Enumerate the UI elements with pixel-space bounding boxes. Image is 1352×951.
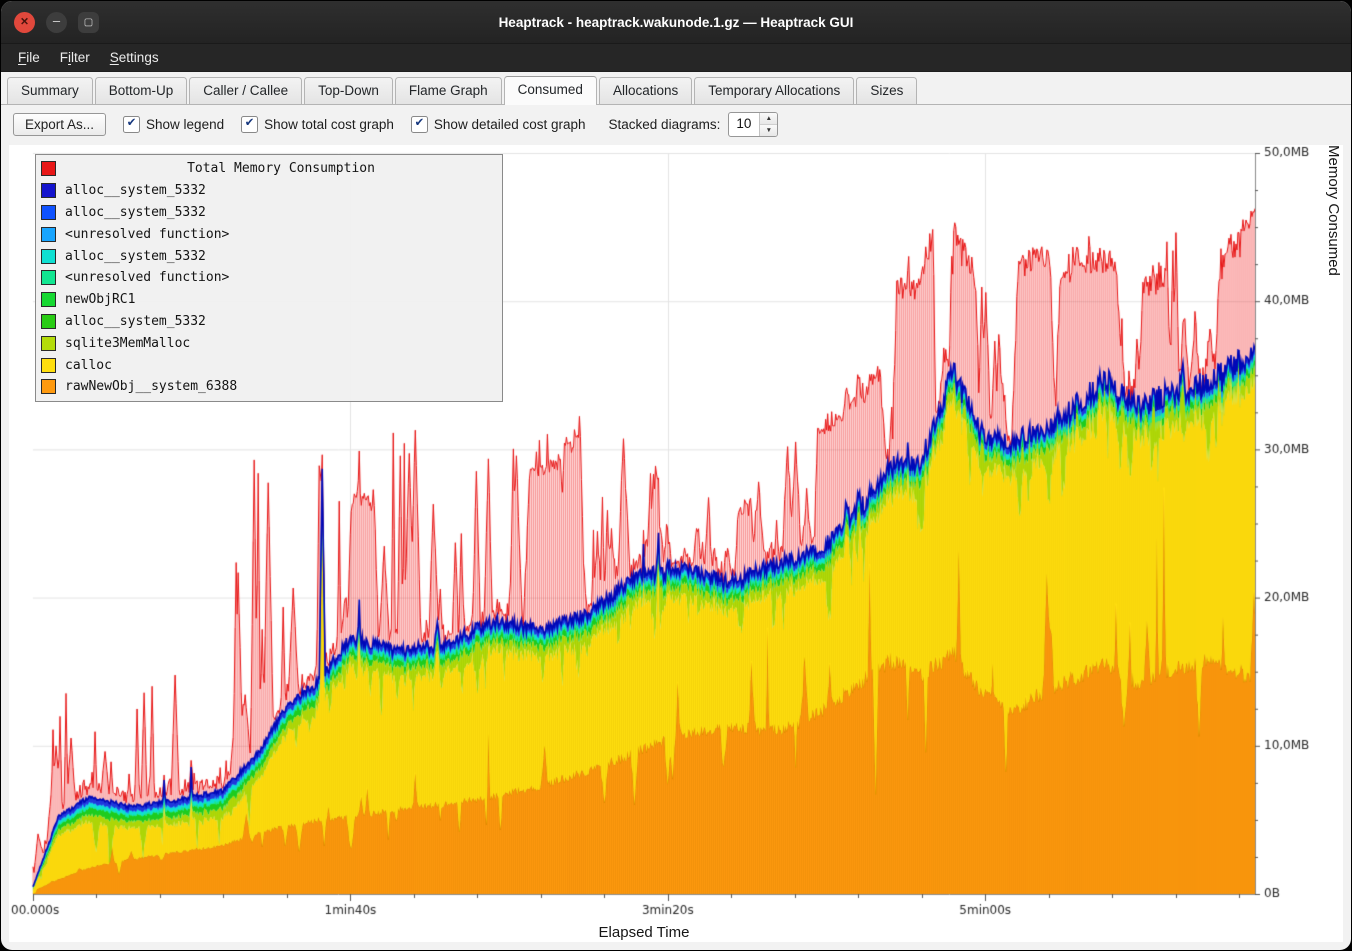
export-as-button[interactable]: Export As... [13,112,107,136]
stacked-diagrams-spinbox[interactable]: 10 ▲ ▼ [728,111,779,137]
minimize-icon[interactable] [46,11,67,33]
tab-bar: Summary Bottom-Up Caller / Callee Top-Down F… [1,72,1351,105]
legend-swatch [41,204,56,220]
checkbox-show-legend[interactable]: ✔ Show legend [123,115,225,133]
memory-consumption-chart: Total Memory Consumption alloc__system_5… [9,145,1343,942]
window-controls [1,11,99,33]
x-axis-label: Elapsed Time [598,924,690,941]
legend-swatch [41,379,56,395]
close-icon[interactable] [14,11,35,33]
menubar: File Filter Settings [1,44,1351,72]
spin-down-icon[interactable]: ▼ [760,123,778,136]
checkbox-label: Show detailed cost graph [433,116,586,132]
checkbox-label: Show legend [146,116,225,132]
legend-item: alloc__system_5332 [41,202,497,224]
legend-swatch [41,335,56,351]
legend-title: Total Memory Consumption [187,161,375,177]
tab-consumed[interactable]: Consumed [503,76,597,105]
legend-label: sqlite3MemMalloc [65,335,191,351]
checkbox-show-total-cost-graph[interactable]: ✔ Show total cost graph [241,115,394,133]
checkbox-icon[interactable]: ✔ [241,115,259,133]
y-axis-label: Memory Consumed [1325,145,1342,276]
checkbox-icon[interactable]: ✔ [410,115,428,133]
legend-swatch [41,292,56,308]
chart-legend: Total Memory Consumption alloc__system_5… [35,154,503,402]
legend-swatch [41,313,56,329]
legend-swatch [41,248,56,264]
titlebar[interactable]: Heaptrack - heaptrack.wakunode.1.gz — He… [1,1,1351,44]
stacked-diagrams-label: Stacked diagrams: [608,116,721,132]
checkbox-icon[interactable]: ✔ [123,115,141,133]
legend-swatch [41,183,56,199]
menu-filter[interactable]: Filter [59,50,90,65]
legend-swatch [41,270,56,286]
legend-label: newObjRC1 [65,292,136,308]
legend-label: calloc [65,357,112,373]
toolbar: Export As... ✔ Show legend ✔ Show total cos… [1,105,1351,143]
legend-label: alloc__system_5332 [65,313,206,329]
legend-label: <unresolved function> [65,270,230,286]
legend-label: alloc__system_5332 [65,183,206,199]
legend-item: alloc__system_5332 [41,245,497,267]
legend-entries: alloc__system_5332 alloc__system_5332 <unr… [41,180,497,398]
legend-item: calloc [41,354,497,376]
legend-swatch [41,357,56,373]
legend-swatch [41,226,56,242]
tab-temporary-allocations[interactable]: Temporary Allocations [694,77,855,104]
tab-bottom-up[interactable]: Bottom-Up [94,77,188,104]
legend-item: sqlite3MemMalloc [41,332,497,354]
maximize-icon[interactable] [78,11,99,33]
checkbox-label: Show total cost graph [264,116,394,132]
legend-label: alloc__system_5332 [65,204,206,220]
tab-sizes[interactable]: Sizes [856,77,918,104]
legend-item: newObjRC1 [41,289,497,311]
legend-item: alloc__system_5332 [41,180,497,202]
tab-flame-graph[interactable]: Flame Graph [394,77,502,104]
legend-label: rawNewObj__system_6388 [65,379,238,395]
tab-allocations[interactable]: Allocations [598,77,693,104]
legend-item: <unresolved function> [41,267,497,289]
spin-buttons: ▲ ▼ [759,112,778,136]
legend-item: rawNewObj__system_6388 [41,376,497,398]
toolbar-checkboxes: ✔ Show legend ✔ Show total cost graph ✔ Show … [123,115,586,133]
spin-up-icon[interactable]: ▲ [760,112,778,124]
stacked-diagrams-value: 10 [736,115,752,131]
tab-top-down[interactable]: Top-Down [304,77,393,104]
tab-summary[interactable]: Summary [7,77,93,104]
menu-file[interactable]: File [18,50,40,65]
legend-title-row: Total Memory Consumption [41,158,497,180]
checkbox-show-detailed-cost-graph[interactable]: ✔ Show detailed cost graph [410,115,586,133]
menu-settings[interactable]: Settings [109,50,159,65]
legend-item: alloc__system_5332 [41,311,497,333]
legend-label: alloc__system_5332 [65,248,206,264]
legend-label: <unresolved function> [65,226,230,242]
legend-item: <unresolved function> [41,223,497,245]
legend-title-swatch [41,161,56,177]
window-title: Heaptrack - heaptrack.wakunode.1.gz — He… [498,14,854,30]
tab-caller-callee[interactable]: Caller / Callee [189,77,303,104]
